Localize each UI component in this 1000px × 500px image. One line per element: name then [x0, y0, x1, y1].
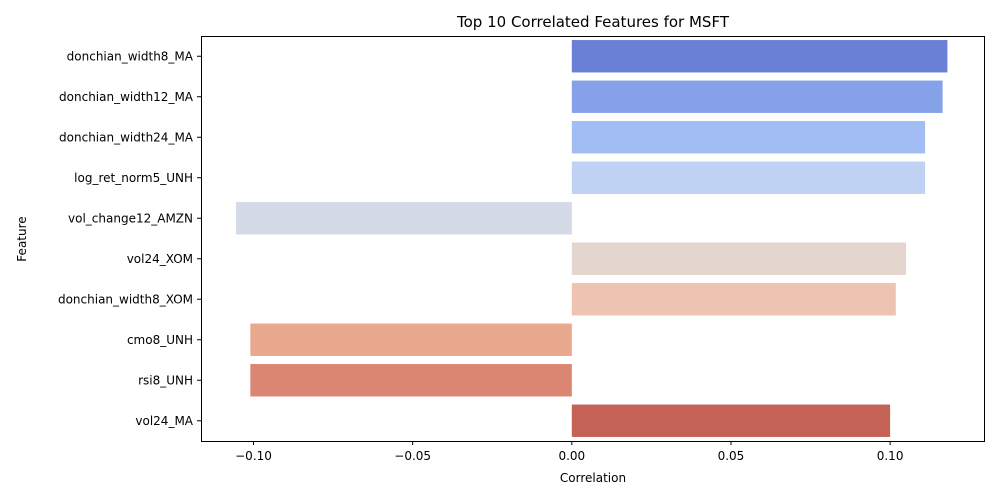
- y-tick-label: vol_change12_AMZN: [68, 211, 193, 225]
- plot-frame: [201, 36, 985, 442]
- bar-vol24_MA: [571, 404, 891, 437]
- bar-donchian_width12_MA: [571, 80, 943, 113]
- x-tick-label: −0.05: [394, 449, 431, 463]
- y-tick-label: vol24_XOM: [127, 252, 193, 266]
- chart-title: Top 10 Correlated Features for MSFT: [456, 13, 730, 31]
- y-tick-label: donchian_width8_XOM: [58, 292, 193, 306]
- bar-donchian_width24_MA: [571, 121, 926, 154]
- bars-group: [236, 40, 948, 437]
- y-tick-label: log_ret_norm5_UNH: [74, 171, 193, 185]
- y-axis-label: Feature: [15, 216, 29, 261]
- bar-donchian_width8_XOM: [571, 283, 896, 316]
- x-axis-ticks: −0.10 −0.05 0.00 0.05 0.10: [235, 441, 903, 463]
- x-axis-label: Correlation: [560, 471, 626, 485]
- bar-vol24_XOM: [571, 242, 907, 275]
- y-tick-label: donchian_width8_MA: [67, 49, 194, 63]
- y-axis-ticks: donchian_width8_MA donchian_width12_MAdon…: [58, 49, 201, 428]
- y-tick-label: donchian_width12_MA: [59, 90, 194, 104]
- x-tick-label: 0.05: [718, 449, 745, 463]
- bar-rsi8_UNH: [250, 364, 572, 397]
- y-tick-label: rsi8_UNH: [138, 373, 193, 387]
- bar-vol_change12_AMZN: [236, 202, 572, 235]
- bar-log_ret_norm5_UNH: [571, 161, 926, 194]
- x-tick-label: 0.00: [558, 449, 585, 463]
- y-tick-label: donchian_width24_MA: [59, 130, 194, 144]
- bar-donchian_width8_MA: [571, 40, 948, 73]
- x-tick-label: 0.10: [877, 449, 904, 463]
- y-tick-label: cmo8_UNH: [127, 333, 193, 347]
- x-tick-label: −0.10: [235, 449, 272, 463]
- bar-cmo8_UNH: [250, 323, 572, 356]
- y-tick-label: vol24_MA: [135, 414, 193, 428]
